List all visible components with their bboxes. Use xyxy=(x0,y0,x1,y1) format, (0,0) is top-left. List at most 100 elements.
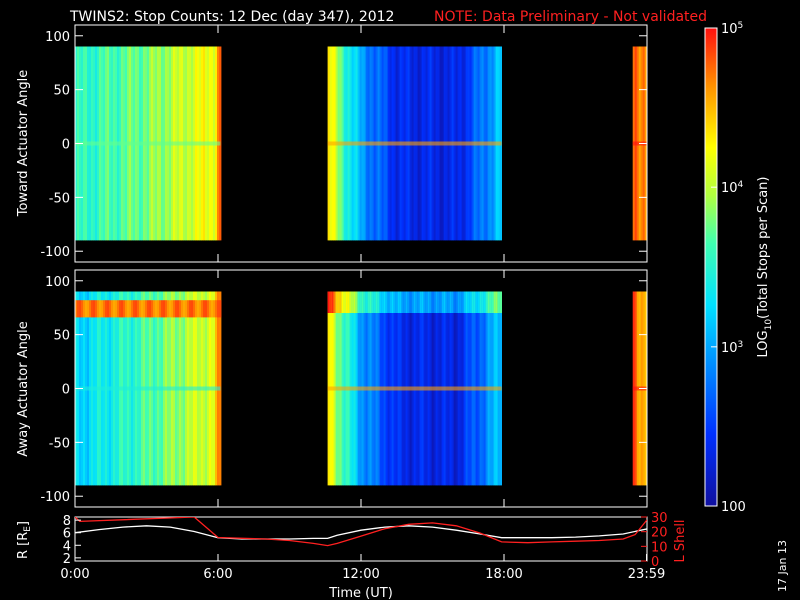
heatmap-band xyxy=(405,291,408,313)
heatmap-band xyxy=(333,291,336,313)
colorbar: 100 103 104 105 LOG10(Total Stops per Scan) xyxy=(704,21,774,515)
heatmap-band xyxy=(79,300,82,318)
heatmap-band xyxy=(495,291,498,313)
heatmap-band xyxy=(479,291,482,313)
heatmap-band xyxy=(93,300,96,318)
lshell-series-line xyxy=(75,517,647,547)
colorbar-tick-label: 100 xyxy=(721,500,746,515)
heatmap-band xyxy=(345,291,348,313)
heatmap-band xyxy=(375,291,378,313)
heatmap-band xyxy=(143,300,146,318)
ytick-label: -50 xyxy=(49,436,70,451)
heatmap-band xyxy=(459,291,462,313)
heatmap-band xyxy=(471,291,474,313)
ytick-label: 50 xyxy=(53,84,70,99)
heatmap-band xyxy=(419,291,422,313)
heatmap-band xyxy=(123,300,126,318)
toward-yticks: 100 50 0 -50 -100 xyxy=(40,25,648,262)
heatmap-band xyxy=(447,291,450,313)
heatmap-segment xyxy=(327,46,502,241)
heatmap-band xyxy=(331,291,334,313)
orbit-plot-frame xyxy=(74,516,648,562)
r-series-line xyxy=(75,525,647,540)
heatmap-segment xyxy=(75,291,222,486)
heatmap-band xyxy=(185,300,188,318)
heatmap-band xyxy=(433,291,436,313)
zero-angle-stripe xyxy=(75,141,221,146)
heatmap-band xyxy=(423,291,426,313)
r-ytick-label: 6 xyxy=(63,527,71,542)
lshell-ylabel: L Shell xyxy=(673,519,688,562)
xtick-label: 0:00 xyxy=(60,567,89,582)
colorbar-tick-label: 105 xyxy=(721,21,743,37)
heatmap-band xyxy=(117,300,120,318)
r-ytick-label: 8 xyxy=(63,514,71,529)
heatmap-band xyxy=(373,291,376,313)
heatmap-band xyxy=(457,291,460,313)
heatmap-band xyxy=(95,300,98,318)
heatmap-band xyxy=(187,300,190,318)
heatmap-band xyxy=(467,291,470,313)
heatmap-band xyxy=(89,300,92,318)
heatmap-band xyxy=(455,291,458,313)
ytick-label: 100 xyxy=(45,275,70,290)
heatmap-band xyxy=(179,300,182,318)
heatmap-band xyxy=(77,300,80,318)
heatmap-band xyxy=(205,300,208,318)
xlabel: Time (UT) xyxy=(328,586,393,600)
heatmap-band xyxy=(153,300,156,318)
heatmap-band xyxy=(475,291,478,313)
r-ytick-label: 4 xyxy=(63,539,71,554)
away-yticks: 100 50 0 -50 -100 xyxy=(40,270,648,507)
heatmap-band xyxy=(165,300,168,318)
heatmap-band xyxy=(189,300,192,318)
heatmap-band xyxy=(115,300,118,318)
heatmap-band xyxy=(213,300,216,318)
heatmap-band xyxy=(497,291,500,313)
heatmap-band xyxy=(343,291,346,313)
heatmap-band xyxy=(141,300,144,318)
heatmap-band xyxy=(83,300,86,318)
ytick-label: 100 xyxy=(45,30,70,45)
orbit-lines xyxy=(75,517,647,547)
heatmap-band xyxy=(199,300,202,318)
heatmap-band xyxy=(353,291,356,313)
heatmap-band xyxy=(171,300,174,318)
heatmap-band xyxy=(337,291,340,313)
heatmap-band xyxy=(359,291,362,313)
heatmap-band xyxy=(473,291,476,313)
heatmap-band xyxy=(395,291,398,313)
heatmap-band xyxy=(355,291,358,313)
heatmap-band xyxy=(379,291,382,313)
heatmap-band xyxy=(119,300,122,318)
heatmap-band xyxy=(85,300,88,318)
heatmap-band xyxy=(481,291,484,313)
lshell-ytick-label: 20 xyxy=(651,526,668,541)
lshell-ytick-label: 10 xyxy=(651,540,668,555)
heatmap-band xyxy=(87,300,90,318)
heatmap-band xyxy=(431,291,434,313)
heatmap-band xyxy=(91,300,94,318)
heatmap-band xyxy=(161,300,164,318)
heatmap-band xyxy=(181,300,184,318)
heatmap-band xyxy=(191,300,194,318)
heatmap-band xyxy=(381,291,384,313)
heatmap-band xyxy=(365,291,368,313)
heatmap-band xyxy=(129,300,132,318)
heatmap-band xyxy=(111,300,114,318)
heatmap-band xyxy=(445,291,448,313)
heatmap-band xyxy=(487,291,490,313)
heatmap-band xyxy=(327,291,330,313)
heatmap-band xyxy=(103,300,106,318)
heatmap-band xyxy=(439,291,442,313)
heatmap-band xyxy=(489,291,492,313)
heatmap-band xyxy=(449,291,452,313)
heatmap-band xyxy=(437,291,440,313)
ytick-label: 50 xyxy=(53,329,70,344)
heatmap-band xyxy=(127,300,130,318)
heatmap-band xyxy=(147,300,150,318)
heatmap-band xyxy=(377,291,380,313)
heatmap-band xyxy=(367,291,370,313)
ytick-label: -100 xyxy=(40,490,70,505)
